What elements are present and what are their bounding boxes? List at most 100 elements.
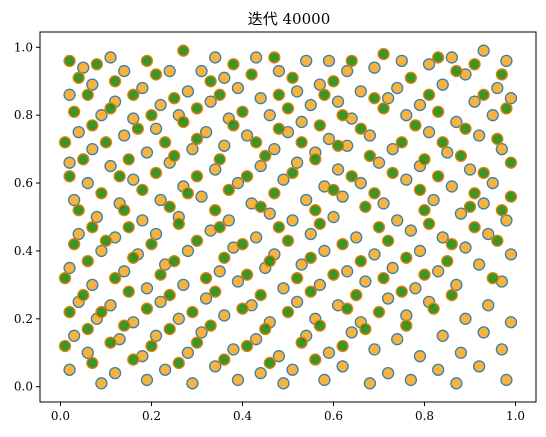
data-point [432, 51, 445, 64]
data-point [477, 326, 490, 339]
data-point [281, 305, 295, 319]
data-point [482, 299, 495, 312]
data-point [181, 244, 195, 258]
data-point [236, 302, 249, 315]
data-point [309, 204, 322, 217]
data-point [158, 136, 172, 149]
data-point [359, 275, 372, 288]
data-point [313, 319, 327, 332]
data-point [63, 88, 76, 101]
data-point [86, 78, 99, 91]
data-point [222, 214, 235, 227]
data-point [149, 122, 163, 135]
data-point [99, 234, 113, 247]
data-point [295, 258, 308, 271]
data-point [459, 312, 472, 325]
data-point [240, 268, 254, 281]
data-point [354, 122, 367, 135]
data-point [104, 51, 117, 64]
data-point [222, 183, 235, 196]
data-point [482, 227, 495, 241]
data-point [304, 285, 317, 298]
data-point [495, 68, 509, 81]
data-point [63, 305, 76, 319]
data-point [195, 64, 208, 78]
data-point [413, 350, 427, 363]
data-point [204, 319, 217, 332]
data-point [154, 295, 167, 309]
data-point [300, 193, 313, 207]
data-point [95, 109, 108, 122]
data-point [491, 81, 504, 95]
data-point [286, 166, 299, 180]
data-point [395, 285, 408, 298]
data-point [336, 109, 349, 122]
data-point [377, 271, 390, 285]
data-point [81, 322, 94, 336]
data-point [90, 210, 104, 224]
data-point [254, 159, 267, 173]
data-point [391, 333, 404, 346]
data-point [491, 234, 504, 247]
data-point [363, 149, 377, 163]
data-point [477, 166, 490, 180]
data-point [213, 221, 226, 234]
data-point [450, 377, 463, 390]
data-point [363, 377, 377, 390]
data-point [259, 322, 272, 336]
data-point [445, 51, 458, 64]
data-point [281, 234, 295, 247]
data-point [199, 271, 213, 285]
data-point [504, 92, 518, 105]
data-point [140, 146, 154, 159]
data-point [145, 109, 158, 122]
data-point [418, 153, 431, 166]
x-tick-label: 1.0 [506, 409, 525, 423]
data-point [300, 54, 313, 67]
data-point [359, 322, 372, 336]
data-point [95, 305, 108, 319]
data-point [272, 350, 286, 363]
data-point [259, 149, 272, 163]
data-point [432, 363, 445, 376]
data-point [72, 71, 85, 84]
data-point [168, 92, 181, 105]
data-point [240, 170, 254, 183]
data-point [432, 265, 445, 278]
data-point [199, 125, 213, 139]
data-point [122, 285, 135, 298]
data-point [63, 261, 76, 275]
data-point [413, 98, 427, 112]
data-point [500, 102, 513, 115]
data-point [322, 54, 336, 67]
data-point [277, 377, 290, 390]
data-point [108, 366, 122, 380]
data-point [177, 44, 190, 57]
data-point [486, 109, 499, 122]
data-point [459, 122, 472, 135]
x-tick-label: 0.8 [415, 409, 434, 423]
data-point [318, 88, 331, 101]
data-point [395, 136, 408, 149]
data-point [450, 64, 463, 78]
data-point [118, 319, 131, 332]
data-point [445, 288, 458, 302]
data-point [254, 92, 267, 105]
data-point [145, 238, 158, 251]
data-point [381, 366, 395, 380]
data-point [209, 163, 222, 176]
data-point [236, 238, 249, 251]
x-tick-label: 0.4 [233, 409, 252, 423]
data-point [213, 265, 226, 278]
data-point [168, 254, 181, 268]
data-point [400, 109, 413, 122]
data-point [108, 271, 122, 285]
data-point [195, 190, 208, 203]
data-point [263, 254, 276, 268]
data-point [463, 163, 477, 176]
data-point [118, 64, 131, 78]
data-point [336, 339, 349, 353]
data-point [104, 299, 117, 312]
data-point [154, 193, 167, 207]
